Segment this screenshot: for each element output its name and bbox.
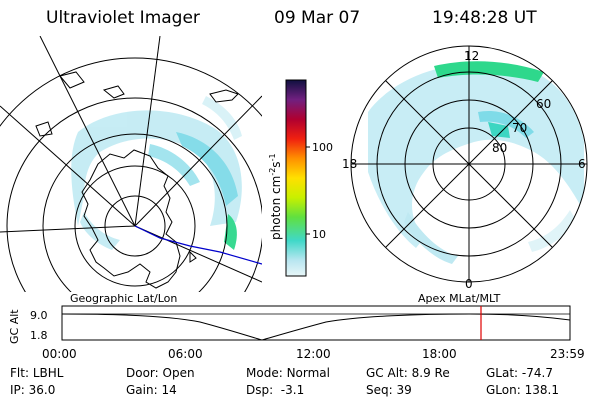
colorbar-tick-label-100: 100 (312, 141, 333, 154)
timeline-xtick-0000: 00:00 (42, 347, 77, 361)
timeline-xtick-1200: 12:00 (296, 347, 331, 361)
timeline-xtick-0600: 06:00 (168, 347, 203, 361)
colorbar-gradient (285, 79, 307, 277)
colorbar-unit-label: photon cm-2s-1 (268, 153, 283, 240)
header-date: 09 Mar 07 (274, 8, 361, 28)
footer-seq: Seq: 39 (366, 383, 412, 397)
apex-lat-label-70: 70 (512, 121, 527, 135)
footer-gc-alt: GC Alt: 8.9 Re (366, 366, 450, 380)
apex-mlt-label-0: 0 (465, 277, 473, 291)
colorbar-tick-label-10: 10 (312, 228, 326, 241)
footer-gain: Gain: 14 (126, 383, 177, 397)
altitude-timeline: Geographic Lat/Lon Apex MLat/MLT GC Alt … (8, 292, 585, 361)
timeline-ytick-high: 9.0 (30, 309, 48, 322)
timeline-axis-label: GC Alt (8, 309, 21, 344)
footer-ip: IP: 36.0 (10, 383, 56, 397)
apex-mlt-grid (351, 46, 587, 282)
apex-map: 12 18 6 0 60 70 80 (342, 45, 588, 291)
timeline-xtick-2359: 23:59 (550, 347, 585, 361)
geo-latitude-grid (0, 57, 262, 292)
header-time: 19:48:28 UT (432, 8, 537, 28)
timeline-geographic-title: Geographic Lat/Lon (70, 292, 177, 305)
apex-lat-label-60: 60 (536, 97, 551, 111)
colorbar: 100 10 photon cm-2s-1 (268, 79, 333, 277)
timeline-ytick-low: 1.8 (30, 329, 48, 342)
timeline-altitude-curve (61, 313, 571, 341)
footer-glat: GLat: -74.7 (486, 366, 553, 380)
geo-aurora-emission (71, 96, 242, 250)
geo-coastline (81, 149, 181, 289)
footer-glon: GLon: 138.1 (486, 383, 559, 397)
geo-orbit-track (134, 225, 262, 265)
header-title: Ultraviolet Imager (46, 8, 200, 28)
timeline-frame (61, 305, 571, 341)
timeline-apex-title: Apex MLat/MLT (418, 292, 501, 305)
footer-dsp: Dsp: -3.1 (246, 383, 305, 397)
timeline-xtick-1800: 18:00 (422, 347, 457, 361)
apex-lat-label-80: 80 (492, 141, 507, 155)
geographic-map (0, 36, 262, 292)
footer-flt: Flt: LBHL (10, 366, 64, 380)
apex-mlt-label-18: 18 (342, 157, 357, 171)
footer-mode: Mode: Normal (246, 366, 330, 380)
geo-coastline-islands (35, 71, 239, 263)
footer-door: Door: Open (126, 366, 195, 380)
apex-mlt-label-12: 12 (464, 49, 479, 63)
apex-mlt-label-6: 6 (578, 157, 586, 171)
apex-aurora-emission (368, 61, 584, 264)
geo-longitude-grid (0, 36, 262, 283)
